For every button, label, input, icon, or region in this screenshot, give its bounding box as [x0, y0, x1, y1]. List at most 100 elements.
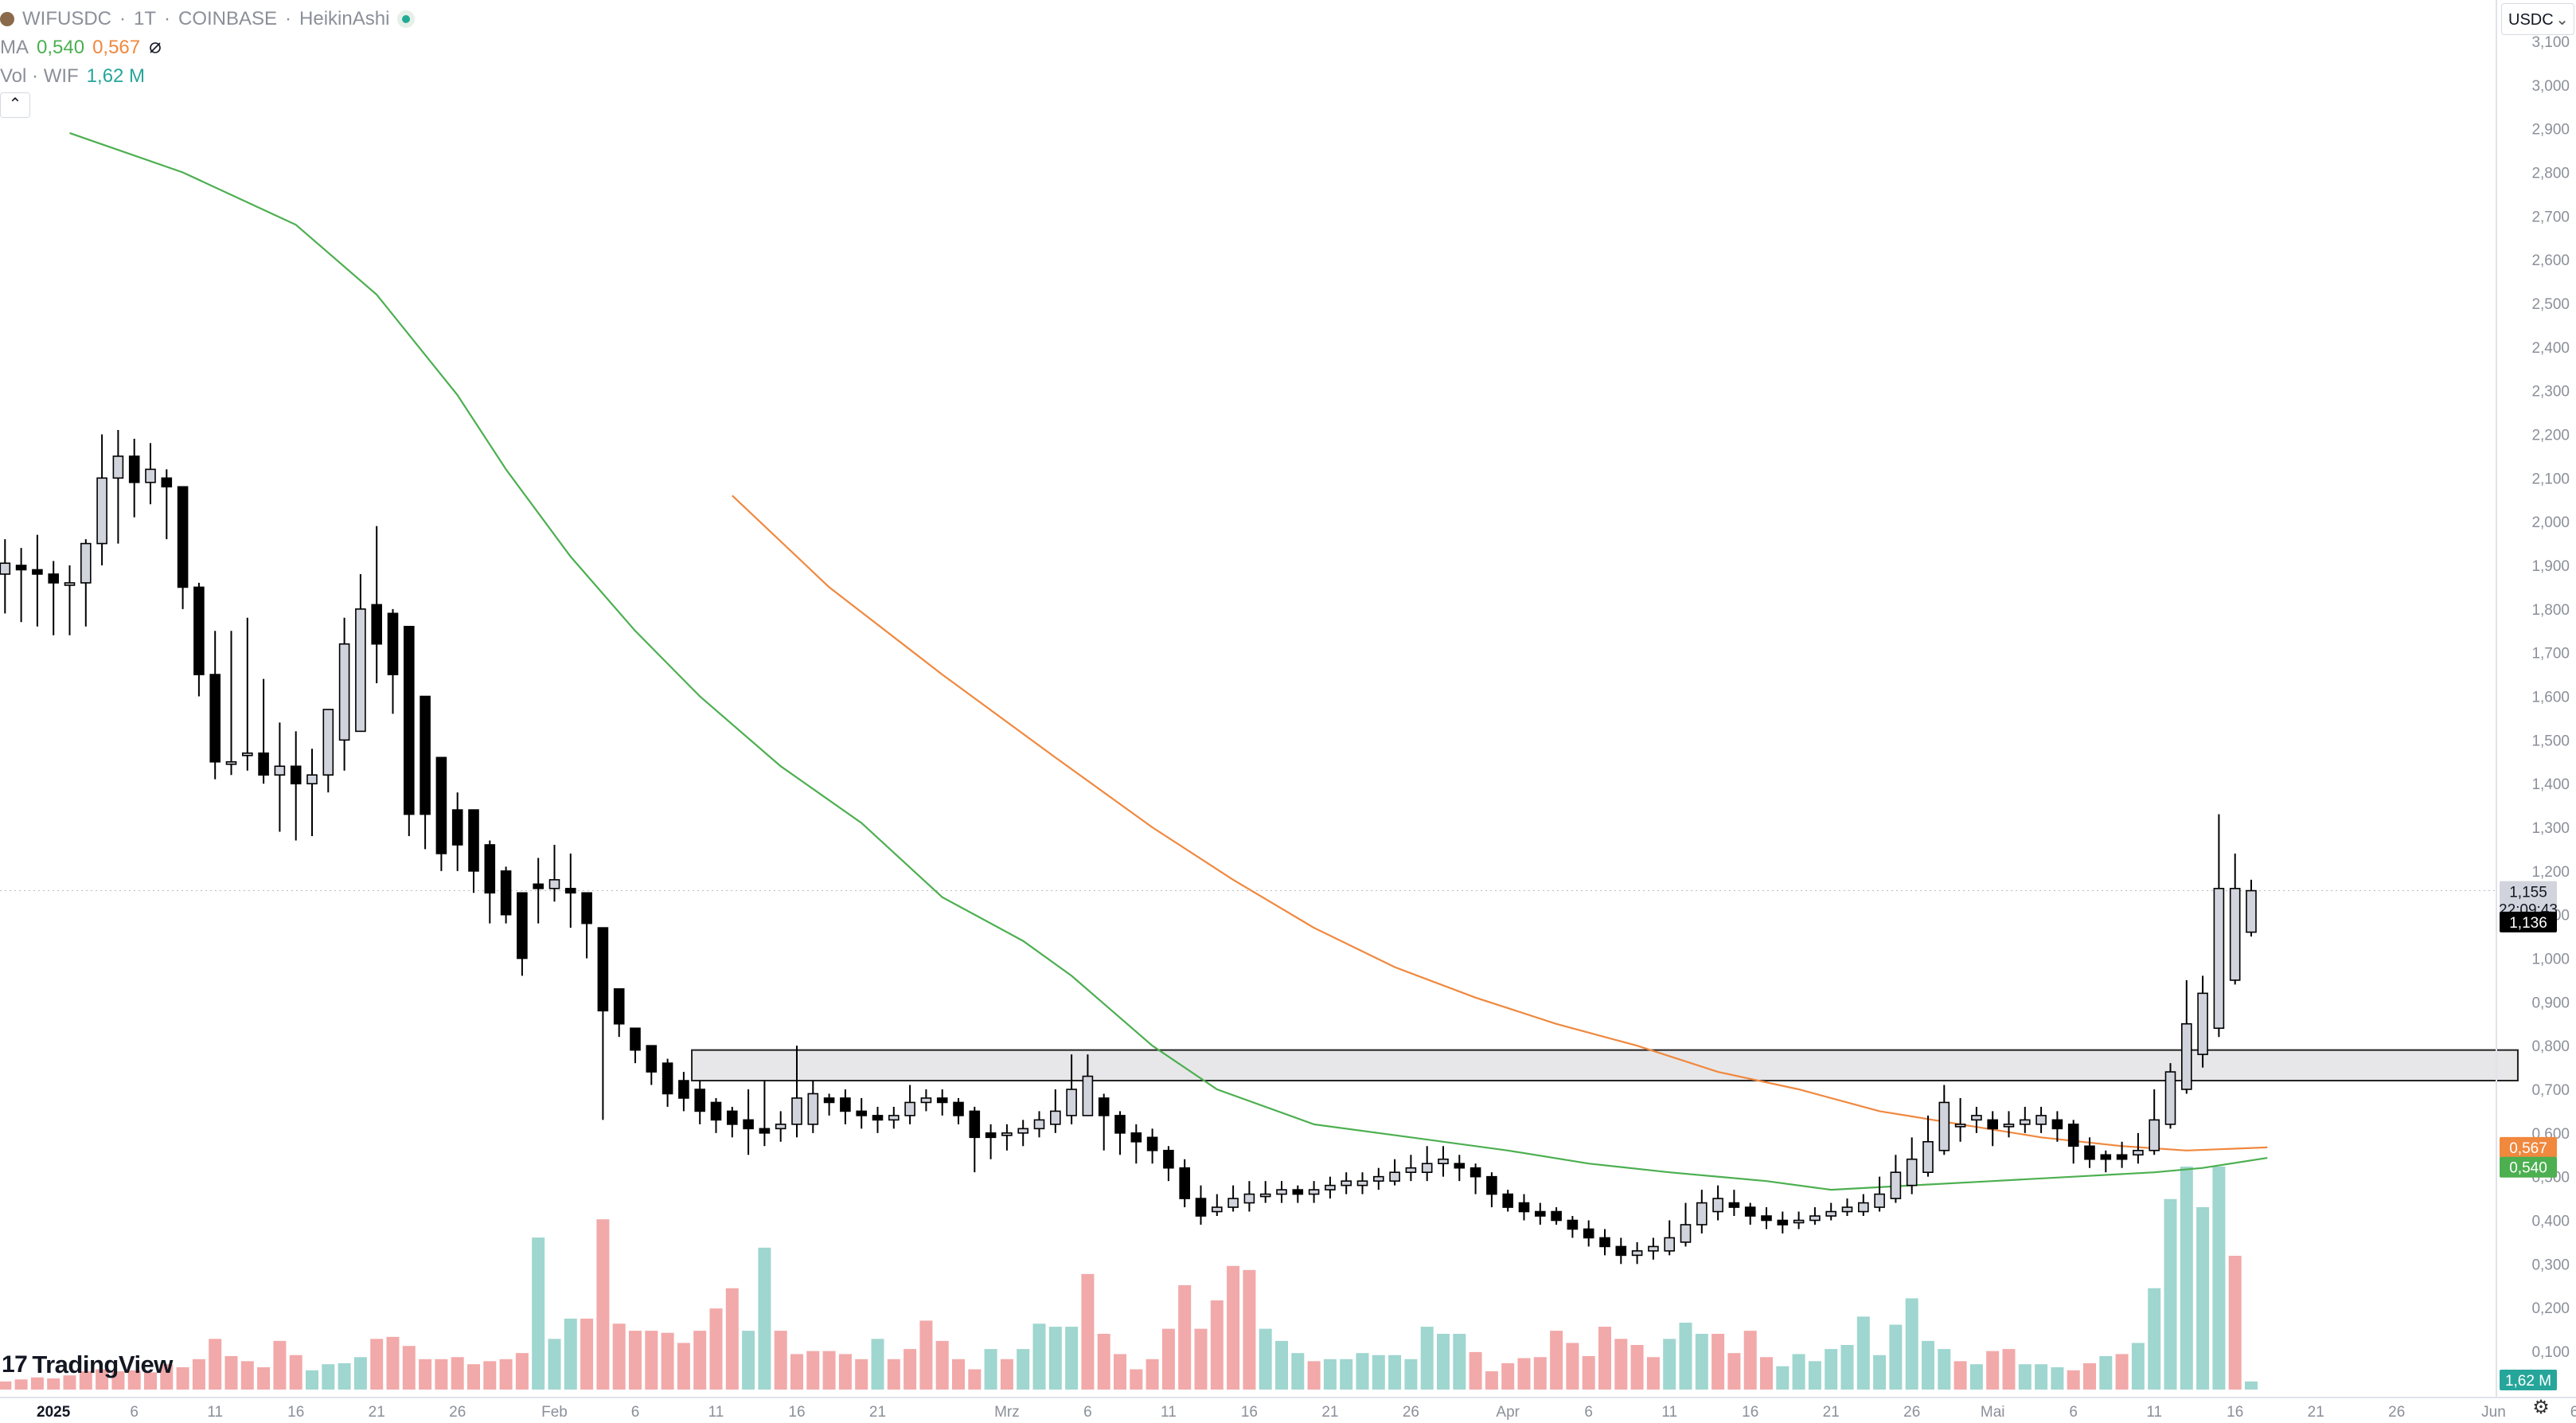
last-price-badge-bg: [2500, 881, 2557, 918]
candle-down: [533, 883, 544, 889]
resistance-zone[interactable]: [691, 1049, 2519, 1082]
candle-down: [420, 695, 431, 815]
ma-legend-row[interactable]: MA 0,540 0,567: [0, 33, 415, 62]
time-tick-label: 26: [1403, 1404, 1419, 1421]
candle-down: [2067, 1124, 2079, 1147]
candle-up: [1809, 1215, 1821, 1222]
candle-down: [985, 1132, 997, 1139]
volume-bar: [1307, 1361, 1321, 1390]
candle-up: [225, 760, 237, 765]
ma-slow-badge: 0,567: [2500, 1136, 2557, 1158]
volume-bar: [1437, 1334, 1450, 1390]
volume-bar: [904, 1349, 917, 1390]
candle-down: [1292, 1189, 1304, 1195]
time-tick-label: Apr: [1496, 1404, 1520, 1421]
volume-bar: [774, 1331, 787, 1390]
candle-up: [1259, 1193, 1271, 1198]
volume-bar: [1905, 1298, 1918, 1390]
symbol-legend-row[interactable]: WIFUSDC · 1T · COINBASE · HeikinAshi: [0, 5, 416, 33]
volume-bar: [2196, 1206, 2210, 1390]
volume-bar: [2002, 1349, 2016, 1390]
volume-bar: [63, 1375, 76, 1390]
candle-down: [1761, 1215, 1772, 1222]
volume-bar: [1323, 1358, 1337, 1390]
symbol-name[interactable]: WIFUSDC: [22, 8, 111, 29]
volume-bar: [1533, 1357, 1547, 1390]
candle-up: [807, 1093, 819, 1125]
volume-bar: [661, 1332, 674, 1390]
candle-down: [662, 1062, 673, 1095]
price-tick-label: 1,900: [2531, 558, 2570, 575]
candle-up: [1793, 1219, 1805, 1224]
candle-up: [2003, 1124, 2015, 1128]
time-tick-label: 6: [2069, 1404, 2078, 1421]
volume-bar: [47, 1378, 60, 1390]
moving-averages: [69, 132, 2268, 1191]
time-tick-label: 16: [1742, 1404, 1758, 1421]
gear-icon[interactable]: ⚙: [2532, 1397, 2550, 1418]
volume-bar: [1598, 1327, 1611, 1390]
candle-up: [1341, 1180, 1352, 1186]
candle-down: [872, 1115, 884, 1121]
candle-down: [1502, 1193, 1513, 1208]
candle-up: [920, 1097, 932, 1104]
volume-bar: [1243, 1269, 1256, 1390]
ma-fast-badge: 0,540: [2500, 1156, 2557, 1178]
candle-down: [694, 1089, 706, 1112]
time-tick-label: 21: [869, 1404, 886, 1421]
candle-down: [435, 756, 447, 854]
collapse-legend-button[interactable]: ⌃: [0, 92, 30, 118]
volume-bar: [1776, 1366, 1790, 1390]
candle-down: [969, 1110, 981, 1139]
chart-legend: WIFUSDC · 1T · COINBASE · HeikinAshi MA …: [0, 5, 416, 91]
volume-bar: [1630, 1345, 1644, 1390]
candle-up: [1438, 1158, 1449, 1165]
volume-bar: [596, 1219, 610, 1390]
time-tick-label: Mai: [1981, 1404, 2005, 1421]
volume-bar: [2018, 1364, 2032, 1390]
candle-up: [1001, 1132, 1013, 1136]
candle-up: [791, 1097, 802, 1125]
volume-bar: [838, 1354, 852, 1390]
candle-down: [1486, 1175, 1497, 1195]
candle-up: [1922, 1141, 1934, 1173]
interval[interactable]: 1T: [133, 8, 156, 29]
candle-down: [468, 809, 479, 872]
time-tick-label: 2025: [37, 1404, 71, 1421]
price-axis[interactable]: 3,100 3,000 2,900 2,800 2,700 2,600 2,500 2,400…: [2531, 34, 2570, 1361]
price-tick-label: 1,800: [2531, 602, 2570, 619]
volume-bar: [402, 1346, 416, 1390]
volume-bar: [289, 1355, 302, 1390]
volume-bar: [1986, 1351, 2000, 1390]
chevron-up-icon: ⌃: [8, 96, 22, 113]
time-axis[interactable]: 2025 6 11 16 21 26 Feb 6 11 16 21 Mrz 6 11 16 21 26 Apr 6 1…: [37, 1404, 2576, 1421]
candle-up: [1874, 1193, 1885, 1208]
volume-badge: 1,62 M: [2500, 1370, 2557, 1390]
price-tick-label: 3,100: [2531, 34, 2570, 51]
candle-up: [2020, 1119, 2031, 1125]
candle-down: [15, 565, 27, 571]
price-tick-label: 2,000: [2531, 514, 2570, 531]
candle-up: [548, 879, 560, 889]
volume-bar: [1356, 1353, 1369, 1390]
price-tick-label: 1,600: [2531, 690, 2570, 706]
volume-bar: [1032, 1323, 1046, 1390]
last-price-badge-text: 1,155: [2509, 885, 2547, 901]
time-tick-label: 11: [2146, 1404, 2162, 1421]
candle-down: [209, 674, 221, 763]
candle-up: [1696, 1202, 1708, 1226]
candle-down: [484, 844, 496, 894]
price-tick-label: 2,200: [2531, 428, 2570, 444]
eye-off-icon[interactable]: [148, 41, 162, 55]
time-tick-label: 16: [2227, 1404, 2243, 1421]
volume-bar: [2212, 1167, 2226, 1390]
time-tick-label: Jun: [2481, 1404, 2506, 1421]
volume-legend-row[interactable]: Vol · WIF 1,62 M: [0, 62, 415, 91]
currency-selector[interactable]: USDC ⌄: [2501, 3, 2574, 35]
candle-up: [1066, 1089, 1077, 1116]
candle-down: [1454, 1163, 1466, 1169]
time-tick-label: 6: [130, 1404, 139, 1421]
tradingview-logo[interactable]: 17 TradingView: [2, 1351, 173, 1379]
